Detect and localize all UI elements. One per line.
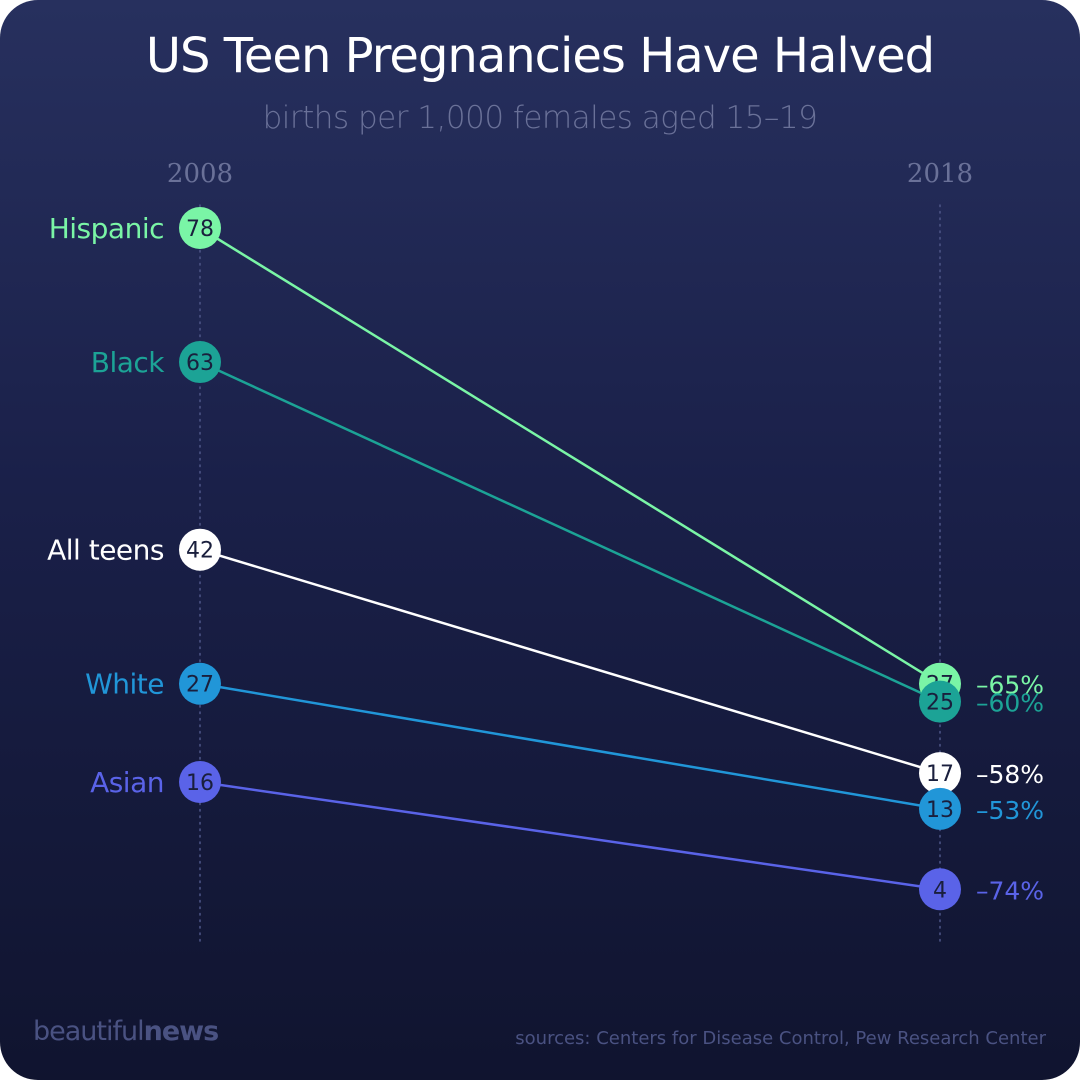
data-label: 4 xyxy=(933,878,947,903)
series-line-white xyxy=(199,682,941,811)
chart-subtitle: births per 1,000 females aged 15–19 xyxy=(262,100,818,136)
change-label-hispanic: –65% xyxy=(976,671,1044,700)
change-label-all-teens: –58% xyxy=(976,760,1044,789)
data-label: 63 xyxy=(186,351,214,376)
data-point-all-teens xyxy=(179,528,221,571)
data-point-white xyxy=(919,787,961,830)
series-name-all-teens: All teens xyxy=(47,534,164,567)
data-label: 42 xyxy=(186,539,214,564)
data-label: 17 xyxy=(926,762,954,787)
x-tick-label: 2018 xyxy=(907,159,973,189)
data-point-hispanic xyxy=(179,207,221,249)
brand-logo: beautifulnews xyxy=(33,1016,220,1047)
brand-bold-text: news xyxy=(143,1016,220,1047)
series-name-hispanic: Hispanic xyxy=(49,212,164,245)
change-label-asian: –74% xyxy=(976,876,1044,905)
series-name-asian: Asian xyxy=(90,766,164,799)
chart-title: US Teen Pregnancies Have Halved xyxy=(145,28,935,84)
data-label: 78 xyxy=(186,217,214,242)
data-label: 25 xyxy=(926,691,954,716)
brand-light-text: beautiful xyxy=(33,1016,145,1047)
series-name-black: Black xyxy=(91,346,166,379)
series-line-asian xyxy=(199,780,941,891)
data-label: 16 xyxy=(186,771,214,796)
data-point-white xyxy=(179,662,221,705)
change-label-white: –53% xyxy=(976,796,1044,825)
change-label-black: –60% xyxy=(976,689,1044,718)
series-line-all-teens xyxy=(199,548,941,775)
series-line-black xyxy=(199,360,941,703)
data-label: 13 xyxy=(926,798,954,823)
data-point-black xyxy=(179,341,221,384)
data-point-asian xyxy=(919,868,961,911)
data-label: 27 xyxy=(186,673,214,698)
series-line-hispanic xyxy=(199,226,941,685)
data-point-black xyxy=(919,680,961,723)
sources-note: sources: Centers for Disease Control, Pe… xyxy=(515,1028,1046,1049)
x-tick-label: 2008 xyxy=(167,159,233,189)
data-point-all-teens xyxy=(919,752,961,795)
data-point-asian xyxy=(179,761,221,804)
series-name-white: White xyxy=(85,668,164,701)
